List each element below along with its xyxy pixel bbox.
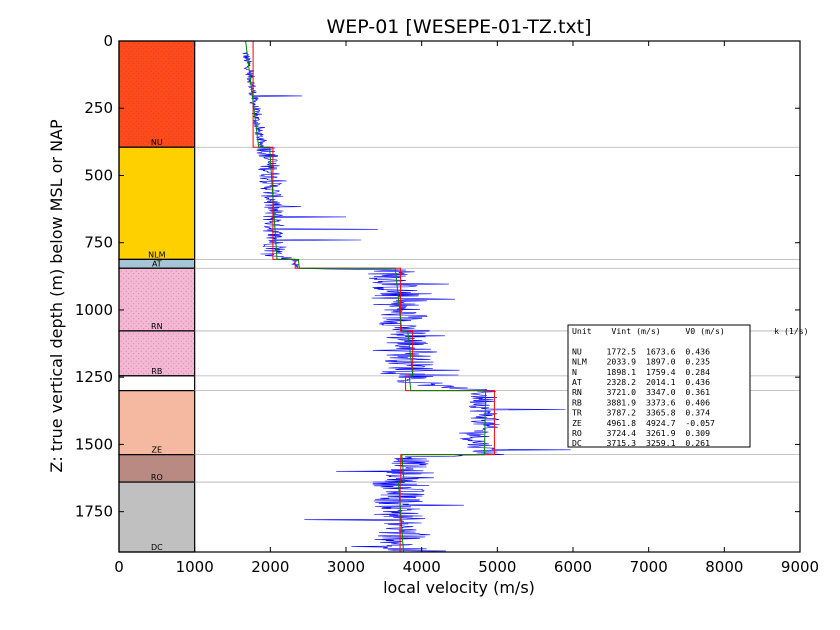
- y-tick-label: 1000: [75, 301, 113, 319]
- unit-texture: [119, 268, 195, 331]
- legend-row: N 1898.1 1759.4 0.284: [572, 367, 710, 377]
- unit-label: RO: [151, 473, 163, 482]
- unit-label: RB: [151, 367, 162, 376]
- x-tick-label: 7000: [630, 558, 668, 576]
- x-axis-label: local velocity (m/s): [383, 578, 535, 597]
- unit-block: RO: [118, 454, 196, 483]
- series-velocity-log: [242, 51, 571, 552]
- unit-label: DC: [151, 543, 163, 552]
- x-tick-label: 1000: [176, 558, 214, 576]
- unit-block: NLM: [118, 146, 196, 260]
- legend-row: NU 1772.5 1673.6 0.436: [572, 346, 710, 356]
- x-tick-label: 8000: [705, 558, 743, 576]
- y-tick-label: 1250: [75, 368, 113, 386]
- unit-block: [118, 375, 196, 392]
- unit-block: DC: [118, 481, 196, 553]
- legend-row: TR 3787.2 3365.8 0.374: [572, 408, 710, 418]
- y-axis: 0 250 500 750 1000 1250 1500 1750: [75, 32, 800, 521]
- legend-row: DC 3715.3 3259.1 0.261: [572, 438, 710, 448]
- velocity-model-layer: [245, 41, 495, 552]
- legend-row: RO 3724.4 3261.9 0.309: [572, 428, 710, 438]
- x-axis: 0 1000 2000 3000 4000 5000 6000 7000 8000 9000: [114, 41, 819, 576]
- unit-label: NU: [151, 138, 163, 147]
- unit-fill: [118, 481, 196, 553]
- y-tick-label: 250: [84, 99, 113, 117]
- unit-texture: [119, 41, 195, 148]
- y-axis-label: Z: true vertical depth (m) below MSL or …: [47, 119, 66, 473]
- x-tick-label: 0: [114, 558, 124, 576]
- unit-fill: [118, 454, 196, 483]
- x-tick-label: 4000: [403, 558, 441, 576]
- unit-block: ZE: [118, 390, 196, 456]
- legend-row: RN 3721.0 3347.0 0.361: [572, 387, 710, 397]
- plot-frame: [118, 40, 801, 553]
- y-tick-label: 1500: [75, 435, 113, 453]
- unit-block: RN: [118, 267, 196, 332]
- x-tick-label: 3000: [327, 558, 365, 576]
- series-v0-k-model: [245, 41, 487, 552]
- chart-title: WEP-01 [WESEPE-01-TZ.txt]: [327, 16, 592, 38]
- x-tick-label: 2000: [251, 558, 289, 576]
- y-tick-label: 750: [84, 234, 113, 252]
- unit-block: RB: [118, 330, 196, 377]
- unit-label: ZE: [152, 446, 163, 455]
- unit-fill: [118, 146, 196, 260]
- legend-row: Unit Vint (m/s) V0 (m/s) k (1/s): [572, 326, 809, 336]
- x-tick-label: 6000: [554, 558, 592, 576]
- y-tick-label: 500: [84, 166, 113, 184]
- unit-fill: [118, 390, 196, 456]
- unit-label: NLM: [148, 250, 165, 259]
- legend-row: ZE 4961.8 4924.7 -0.057: [572, 418, 715, 428]
- legend-box: Unit Vint (m/s) V0 (m/s) k (1/s) NU 1772.…: [567, 324, 809, 448]
- legend-row: AT 2328.2 2014.1 0.436: [572, 377, 710, 387]
- y-tick-label: 0: [103, 32, 113, 50]
- unit-texture: [119, 330, 195, 376]
- unit-fill: [118, 375, 196, 392]
- series-interval-velocity: [252, 41, 495, 552]
- y-tick-label: 1750: [75, 503, 113, 521]
- x-tick-label: 5000: [478, 558, 516, 576]
- unit-block: AT: [118, 258, 196, 269]
- x-tick-label: 9000: [781, 558, 819, 576]
- plot-background: [119, 41, 800, 552]
- unit-label: AT: [152, 259, 162, 268]
- legend-row: RB 3881.9 3373.6 0.406: [572, 397, 710, 407]
- unit-label: RN: [151, 322, 163, 331]
- velocity-log-layer: [242, 51, 571, 552]
- unit-block: NU: [118, 40, 196, 148]
- legend-frame: [567, 324, 751, 448]
- legend-row: NLM 2033.9 1897.0 0.235: [572, 357, 710, 367]
